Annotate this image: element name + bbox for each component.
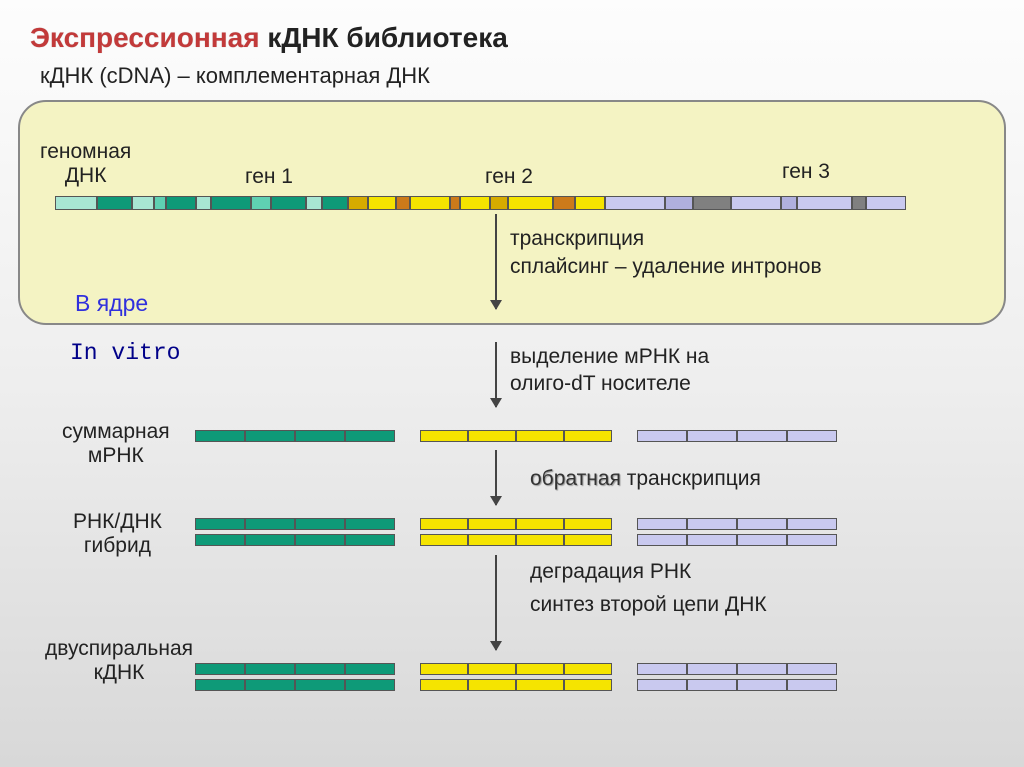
label-genomic-dna: геномная ДНК [40,140,131,188]
nucleus-box [18,100,1006,325]
dscdna-lilac-top [637,663,837,675]
label-total-mrna: суммарная мРНК [62,420,170,468]
page-title: Экспрессионная кДНК библиотека [30,22,508,54]
step-isolation-1: выделение мРНК на [510,345,709,369]
label-gene3: ген 3 [782,160,830,184]
title-black-words: кДНК библиотека [260,22,508,53]
step-isolation-2: олиго-dT носителе [510,372,691,396]
hybrid-green-bot [195,534,395,546]
label-in-vitro: In vitro [70,340,180,366]
mrna-yellow [420,430,612,442]
mrna-lilac [637,430,837,442]
step-transcription: транскрипция [510,227,644,251]
step-second-strand: синтез второй цепи ДНК [530,593,767,617]
title-red-word: Экспрессионная [30,22,260,53]
rev-trans-suffix: транскрипция [621,467,761,490]
step-rev-trans: обратная транскрипция [530,467,761,491]
dscdna-lilac-bot [637,679,837,691]
genomic-dna-strip [55,196,906,210]
hybrid-yellow-bot [420,534,612,546]
hybrid-green-top [195,518,395,530]
step-degradation: деградация РНК [530,560,691,584]
dscdna-yellow-top [420,663,612,675]
hybrid-lilac-top [637,518,837,530]
mrna-green [195,430,395,442]
dscdna-green-top [195,663,395,675]
label-gene2: ген 2 [485,165,533,189]
label-gene1: ген 1 [245,165,293,189]
label-hybrid: РНК/ДНК гибрид [73,510,162,558]
step-splicing: сплайсинг – удаление интронов [510,255,822,279]
hybrid-lilac-bot [637,534,837,546]
hybrid-yellow-top [420,518,612,530]
label-ds-cdna: двуспиральная кДНК [45,637,193,685]
label-in-nucleus: В ядре [75,290,148,317]
dscdna-yellow-bot [420,679,612,691]
rev-trans-prefix: обратная [530,467,621,490]
dscdna-green-bot [195,679,395,691]
subtitle: кДНК (cDNA) – комплементарная ДНК [40,63,430,89]
